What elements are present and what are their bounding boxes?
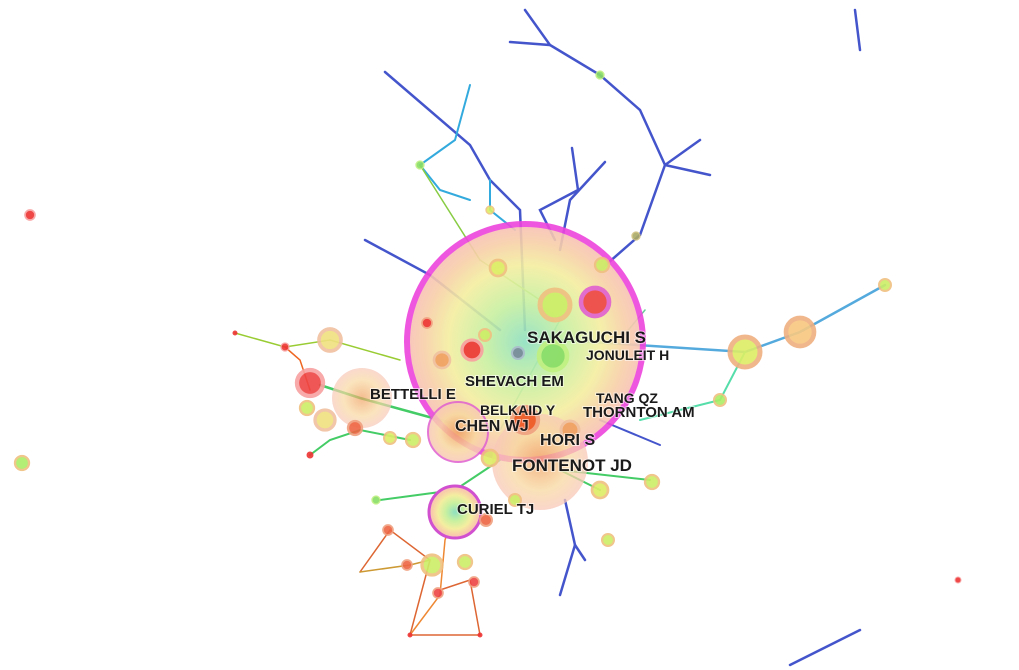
node — [783, 315, 817, 349]
node — [468, 576, 480, 588]
node — [427, 484, 483, 540]
node-label: BETTELLI E — [370, 386, 456, 403]
node — [954, 576, 962, 584]
node — [415, 160, 425, 170]
node-label: JONULEIT H — [586, 347, 669, 363]
edge — [558, 498, 577, 597]
node — [478, 328, 492, 342]
node-label: THORNTON AM — [583, 404, 695, 421]
node — [404, 431, 422, 449]
node — [485, 205, 495, 215]
node-label: BELKAID Y — [480, 402, 556, 418]
node — [317, 327, 343, 353]
node — [590, 480, 610, 500]
node — [232, 330, 238, 336]
node-label: CURIEL TJ — [457, 501, 534, 518]
labels: SAKAGUCHI S JONULEIT H SHEVACH EM BETTEL… — [369, 327, 696, 519]
node — [420, 553, 444, 577]
node — [559, 419, 581, 441]
node — [536, 339, 570, 373]
node — [432, 350, 452, 370]
edge — [234, 332, 401, 361]
node — [878, 278, 892, 292]
nodes — [13, 70, 962, 638]
node — [488, 258, 508, 278]
node — [595, 70, 605, 80]
node — [480, 448, 500, 468]
node — [601, 533, 615, 547]
node — [537, 287, 573, 323]
node — [371, 495, 381, 505]
node — [401, 559, 413, 571]
node — [298, 399, 316, 417]
node — [306, 451, 314, 459]
node — [407, 632, 413, 638]
node — [313, 408, 337, 432]
edge — [548, 43, 702, 167]
node — [713, 393, 727, 407]
edge — [788, 628, 862, 667]
edge — [419, 164, 471, 201]
edge — [853, 8, 862, 52]
node-label: SHEVACH EM — [465, 373, 564, 390]
edge — [573, 543, 587, 562]
edge — [359, 528, 481, 636]
node — [509, 404, 541, 436]
node — [294, 367, 326, 399]
node — [593, 256, 611, 274]
edge — [663, 163, 712, 177]
node-label: HORI S — [540, 432, 595, 449]
node — [477, 632, 483, 638]
edge — [508, 8, 553, 47]
node — [432, 587, 444, 599]
edge — [419, 84, 471, 166]
node — [460, 338, 484, 362]
node — [479, 513, 493, 527]
node-label: FONTENOT JD — [512, 456, 632, 475]
edge — [359, 559, 431, 573]
node — [727, 334, 763, 370]
node — [382, 524, 394, 536]
node — [631, 231, 641, 241]
node — [332, 368, 392, 428]
edge — [598, 163, 667, 272]
node — [346, 419, 364, 437]
node — [578, 285, 612, 319]
node — [383, 431, 397, 445]
node-label: TANG QZ — [596, 390, 658, 406]
node — [427, 401, 489, 463]
node — [456, 553, 474, 571]
node — [508, 493, 522, 507]
node — [280, 342, 290, 352]
node-label: SAKAGUCHI S — [527, 328, 646, 347]
node — [643, 473, 661, 491]
node — [421, 317, 433, 329]
node — [13, 454, 31, 472]
node-label: CHEN WJ — [455, 418, 529, 435]
edge — [558, 283, 887, 354]
node — [24, 209, 36, 221]
node — [511, 346, 525, 360]
